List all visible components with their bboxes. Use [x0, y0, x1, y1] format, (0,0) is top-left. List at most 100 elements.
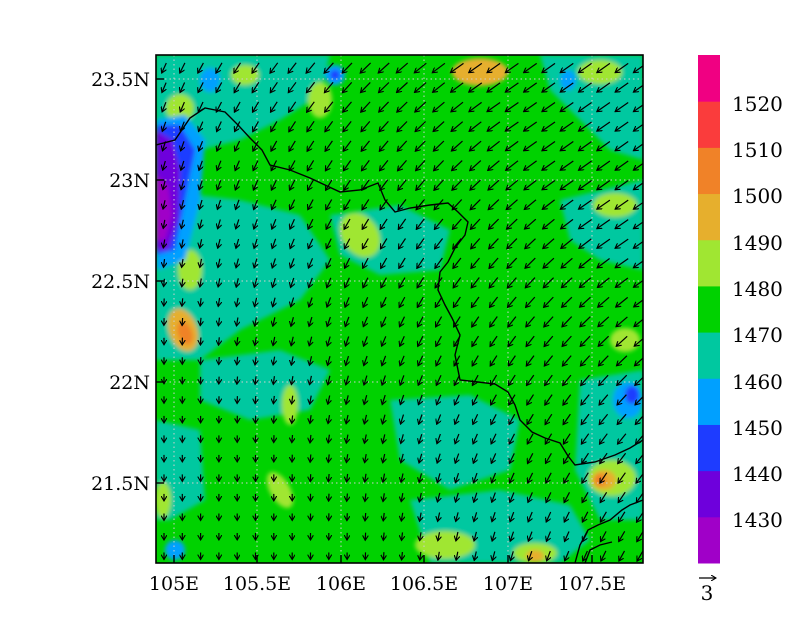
wind-arrow	[271, 101, 278, 112]
wind-arrow	[182, 258, 183, 267]
x-tick-label: 105.5E	[223, 573, 291, 595]
wind-arrow	[290, 218, 295, 229]
wind-arrow	[507, 218, 518, 229]
wind-arrow	[438, 551, 439, 560]
wind-arrow	[328, 454, 329, 462]
wind-arrow	[253, 179, 259, 190]
wind-arrow	[436, 335, 442, 346]
wind-arrow	[490, 335, 498, 346]
wind-arrow	[290, 199, 296, 210]
wind-arrow	[347, 473, 348, 482]
wind-arrow	[543, 238, 555, 249]
wind-arrow	[381, 277, 387, 288]
wind-arrow	[489, 257, 499, 268]
wind-arrow	[364, 414, 366, 424]
wind-arrow	[181, 219, 183, 229]
field-region-1460	[156, 190, 330, 360]
wind-arrow	[560, 82, 574, 92]
wind-arrow	[163, 180, 165, 190]
wind-arrow	[560, 199, 574, 209]
wind-arrow	[255, 297, 257, 307]
wind-arrow	[164, 278, 165, 287]
wind-arrow	[580, 335, 591, 346]
wind-arrow	[487, 121, 501, 131]
wind-arrow	[433, 82, 446, 93]
wind-arrow	[579, 199, 592, 209]
wind-arrow	[417, 277, 425, 288]
wind-arrow	[199, 140, 203, 151]
wind-arrow	[508, 296, 517, 307]
wind-arrow	[401, 453, 403, 463]
wind-arrow	[469, 140, 482, 151]
reference-vector: 3	[699, 578, 716, 605]
colorbar-swatch	[698, 332, 720, 379]
wind-arrow	[545, 374, 553, 385]
wind-arrow	[254, 278, 256, 287]
wind-arrow	[291, 317, 294, 326]
wind-arrow	[563, 413, 571, 425]
wind-arrow	[273, 376, 274, 384]
wind-arrow	[326, 218, 333, 229]
wind-arrow	[199, 160, 202, 171]
field-region-1450	[560, 70, 576, 90]
wind-arrow	[579, 277, 592, 288]
wind-arrow	[346, 375, 349, 385]
wind-arrow	[562, 316, 573, 327]
wind-arrow	[524, 199, 537, 210]
wind-arrow	[615, 82, 629, 92]
wind-arrow	[562, 296, 573, 307]
wind-arrow	[437, 492, 439, 502]
wind-arrow	[453, 277, 462, 288]
wind-arrow	[546, 472, 552, 483]
coast-line	[574, 499, 643, 563]
wind-arrow	[235, 140, 241, 151]
wind-arrow	[509, 453, 515, 463]
wind-arrow	[325, 101, 334, 112]
wind-arrow	[524, 179, 537, 190]
wind-arrow	[235, 179, 239, 190]
wind-arrow	[528, 453, 534, 463]
wind-arrow	[289, 160, 296, 171]
wind-arrow	[309, 277, 313, 288]
wind-arrow	[580, 296, 591, 307]
map-panel	[156, 55, 643, 563]
axis-ticks	[156, 78, 593, 563]
wind-arrow	[526, 316, 535, 327]
wind-arrow	[418, 375, 423, 385]
wind-arrow	[292, 395, 293, 404]
wind-arrow	[544, 316, 554, 327]
wind-arrow	[363, 316, 369, 327]
wind-arrow	[328, 434, 329, 443]
wind-arrow	[524, 62, 538, 72]
wind-arrow	[453, 238, 462, 249]
wind-arrow	[490, 296, 499, 307]
wind-arrow	[419, 492, 421, 502]
wind-arrow	[560, 121, 574, 131]
wind-arrow	[617, 374, 628, 385]
wind-arrow	[342, 62, 353, 73]
wind-arrow	[564, 511, 570, 522]
wind-arrow	[472, 355, 479, 366]
reference-vector-label: 3	[701, 581, 714, 605]
x-tick-label: 107.5E	[558, 573, 626, 595]
wind-arrow	[560, 160, 574, 170]
wind-arrow	[600, 511, 607, 522]
wind-arrow	[308, 179, 314, 190]
wind-arrow	[491, 414, 497, 424]
wind-arrow	[291, 336, 293, 346]
wind-arrow	[597, 180, 611, 190]
wind-arrow	[236, 219, 239, 229]
wind-arrow	[181, 199, 183, 209]
wind-arrow	[525, 277, 536, 288]
wind-arrow	[414, 62, 427, 73]
wind-arrow	[253, 160, 259, 171]
wind-arrow	[582, 472, 589, 483]
wind-arrow	[199, 219, 201, 229]
wind-arrow	[383, 532, 384, 541]
wind-arrow	[419, 473, 421, 482]
wind-arrow	[451, 101, 464, 112]
wind-arrow	[597, 102, 611, 112]
wind-arrow	[452, 218, 462, 229]
wind-arrow	[235, 121, 241, 132]
wind-arrow	[581, 413, 590, 425]
